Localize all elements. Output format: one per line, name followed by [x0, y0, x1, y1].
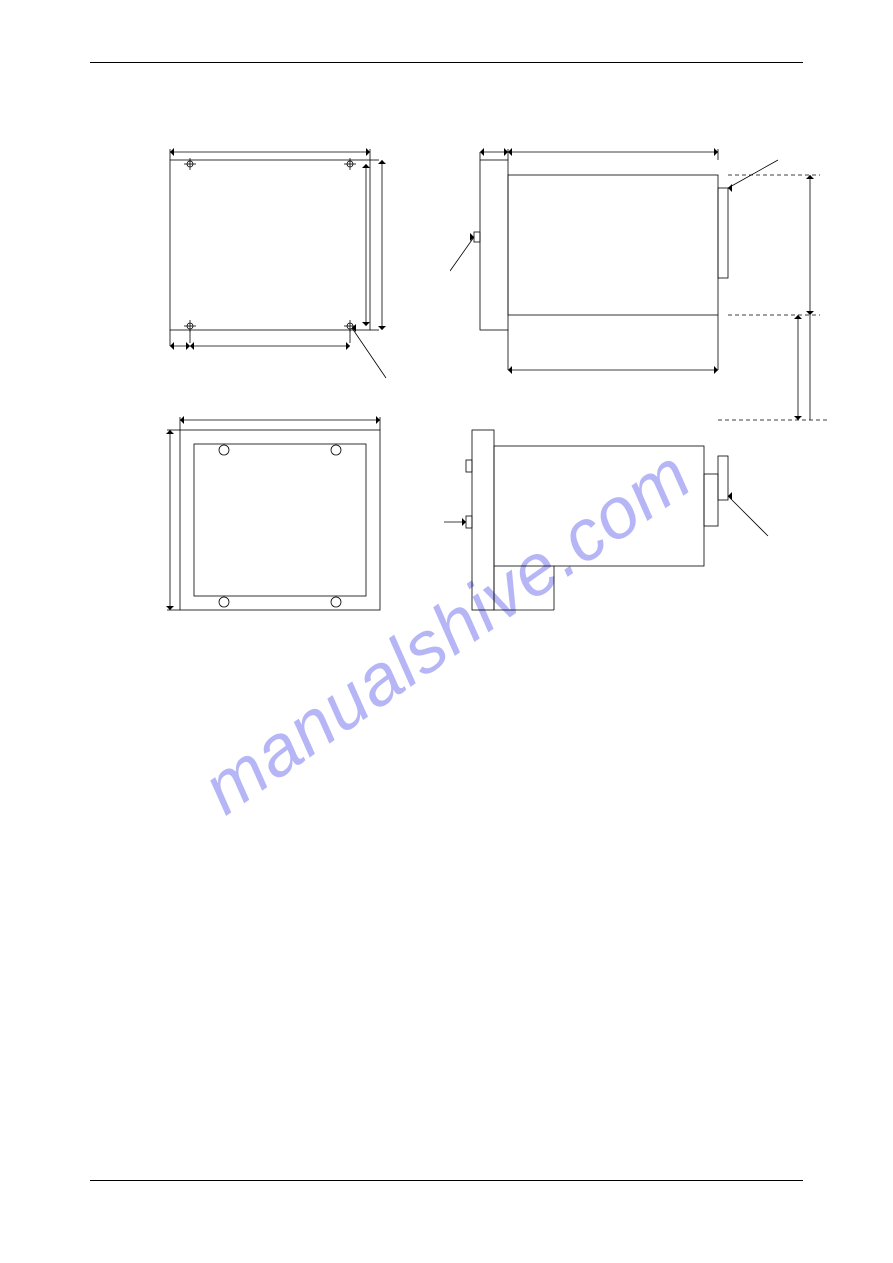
- diagram-front-view: [140, 130, 420, 390]
- diagram-side-housing: [450, 130, 850, 440]
- rule-bottom: [90, 1180, 803, 1181]
- diagram-bezel-side: [440, 410, 800, 650]
- rule-top: [90, 62, 803, 63]
- diagram-bezel-front: [160, 410, 400, 630]
- page: manualshive.com: [0, 0, 893, 1263]
